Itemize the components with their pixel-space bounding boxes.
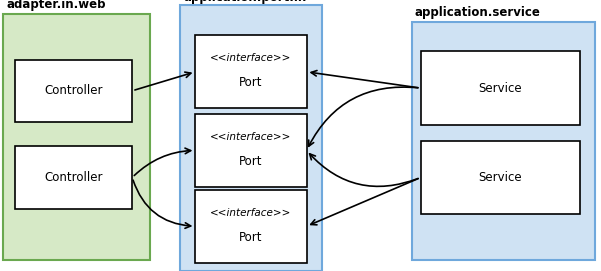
Text: Controller: Controller (44, 171, 103, 184)
Text: Service: Service (478, 82, 522, 95)
FancyBboxPatch shape (15, 60, 132, 122)
Text: Port: Port (239, 231, 263, 244)
FancyBboxPatch shape (195, 114, 307, 187)
Text: <<interface>>: <<interface>> (210, 132, 291, 142)
FancyBboxPatch shape (421, 141, 580, 214)
FancyBboxPatch shape (15, 146, 132, 209)
Text: application.port.in: application.port.in (183, 0, 307, 4)
Text: adapter.in.web: adapter.in.web (6, 0, 106, 11)
Text: <<interface>>: <<interface>> (210, 208, 291, 218)
FancyBboxPatch shape (3, 14, 150, 260)
FancyBboxPatch shape (412, 22, 595, 260)
FancyBboxPatch shape (180, 5, 322, 271)
Text: <<interface>>: <<interface>> (210, 53, 291, 63)
Text: Controller: Controller (44, 84, 103, 97)
Text: Port: Port (239, 155, 263, 168)
FancyBboxPatch shape (195, 35, 307, 108)
FancyBboxPatch shape (195, 190, 307, 263)
Text: Service: Service (478, 171, 522, 184)
Text: Port: Port (239, 76, 263, 89)
FancyBboxPatch shape (421, 51, 580, 125)
Text: application.service: application.service (415, 6, 540, 19)
